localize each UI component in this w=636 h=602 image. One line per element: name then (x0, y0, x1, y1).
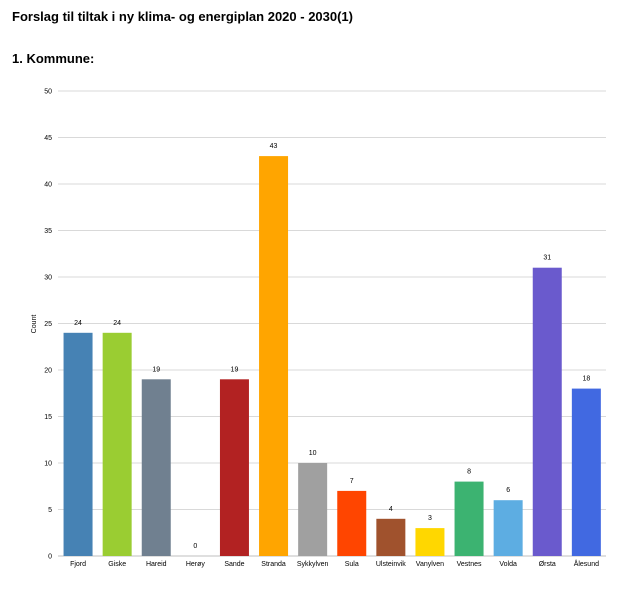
y-tick-label: 0 (48, 554, 52, 561)
bars (63, 156, 601, 556)
x-tick-label: Hareid (146, 561, 167, 568)
data-label: 31 (543, 255, 551, 262)
bar (219, 379, 249, 556)
x-tick-label: Ålesund (574, 559, 599, 568)
y-axis-label: Count (31, 315, 38, 334)
data-label: 7 (350, 478, 354, 485)
data-label: 19 (152, 366, 160, 373)
bar (102, 332, 132, 556)
x-tick-label: Volda (499, 561, 517, 568)
bar (337, 490, 367, 556)
data-label: 18 (582, 376, 590, 383)
x-tick-label: Sykkylven (297, 561, 329, 568)
x-tick-label: Vanylven (416, 561, 444, 568)
x-tick-label: Giske (108, 561, 126, 568)
section-title: 1. Kommune: (12, 51, 95, 66)
x-tick-label: Stranda (261, 561, 286, 568)
bar (454, 481, 484, 556)
y-tick-label: 35 (44, 228, 52, 235)
y-tick-label: 50 (44, 89, 52, 96)
data-label: 0 (193, 543, 197, 550)
y-tick-labels: 0 5 10 15 20 25 30 35 40 45 50 (44, 89, 52, 561)
x-tick-label: Ulsteinvik (376, 561, 406, 568)
data-label: 4 (389, 506, 393, 513)
y-tick-label: 15 (44, 414, 52, 421)
bar (493, 500, 523, 556)
bar (571, 388, 601, 556)
bar (376, 518, 406, 556)
bar (415, 528, 445, 556)
data-label: 24 (113, 320, 121, 327)
page-title: Forslag til tiltak i ny klima- og energi… (12, 9, 353, 24)
bar (298, 463, 328, 556)
data-label: 43 (270, 143, 278, 150)
bar (532, 267, 562, 556)
y-tick-label: 30 (44, 275, 52, 282)
bar (141, 379, 171, 556)
data-label: 24 (74, 320, 82, 327)
x-tick-label: Vestnes (457, 561, 482, 568)
data-label: 10 (309, 450, 317, 457)
x-tick-label: Sande (224, 561, 244, 568)
y-tick-label: 45 (44, 135, 52, 142)
x-tick-label: Herøy (186, 561, 206, 568)
x-tick-label: Sula (345, 561, 359, 568)
grid-layer (58, 90, 606, 557)
data-label: 8 (467, 469, 471, 476)
y-tick-label: 40 (44, 182, 52, 189)
x-tick-label: Ørsta (539, 561, 556, 568)
y-tick-label: 5 (48, 507, 52, 514)
data-label: 19 (231, 366, 239, 373)
bar (63, 332, 93, 556)
x-tick-labels: Fjord Giske Hareid Herøy Sande Stranda Sykkylv… (70, 559, 599, 568)
y-tick-label: 25 (44, 321, 52, 328)
data-label: 3 (428, 515, 432, 522)
x-tick-label: Fjord (70, 561, 86, 568)
data-label: 6 (506, 487, 510, 494)
y-tick-label: 20 (44, 368, 52, 375)
y-tick-label: 10 (44, 461, 52, 468)
bar (259, 156, 289, 556)
